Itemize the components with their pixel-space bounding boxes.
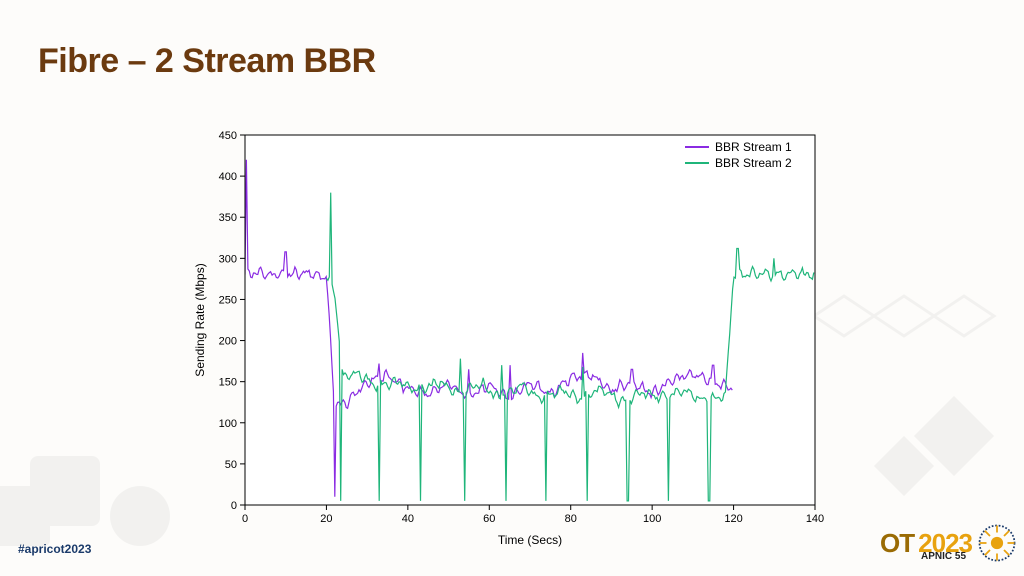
svg-text:350: 350 bbox=[219, 212, 237, 224]
chart: 0 20 40 60 80 100 120 140 0 50 100 150 200 250 300 350 4… bbox=[190, 120, 830, 550]
sun-badge-icon bbox=[976, 522, 1018, 564]
svg-text:300: 300 bbox=[219, 253, 237, 265]
hashtag: #apricot2023 bbox=[18, 542, 91, 556]
svg-text:50: 50 bbox=[225, 459, 237, 471]
svg-text:0: 0 bbox=[231, 500, 237, 512]
svg-text:120: 120 bbox=[724, 513, 742, 525]
svg-text:150: 150 bbox=[219, 377, 237, 389]
svg-text:400: 400 bbox=[219, 171, 237, 183]
svg-text:250: 250 bbox=[219, 294, 237, 306]
svg-text:BBR Stream 2: BBR Stream 2 bbox=[715, 156, 792, 170]
svg-text:450: 450 bbox=[219, 130, 237, 142]
svg-text:Sending Rate (Mbps): Sending Rate (Mbps) bbox=[193, 263, 207, 376]
svg-text:20: 20 bbox=[320, 513, 332, 525]
svg-text:100: 100 bbox=[219, 418, 237, 430]
svg-text:60: 60 bbox=[483, 513, 495, 525]
svg-text:80: 80 bbox=[565, 513, 577, 525]
svg-text:BBR Stream 1: BBR Stream 1 bbox=[715, 140, 792, 154]
logo-apnic-text: APNIC 55 bbox=[921, 551, 966, 562]
svg-text:40: 40 bbox=[402, 513, 414, 525]
svg-text:0: 0 bbox=[242, 513, 248, 525]
logo-text-cot: OT bbox=[880, 528, 914, 559]
svg-text:Time (Secs): Time (Secs) bbox=[498, 533, 562, 547]
slide-title: Fibre – 2 Stream BBR bbox=[38, 42, 376, 81]
svg-text:100: 100 bbox=[643, 513, 661, 525]
svg-text:200: 200 bbox=[219, 336, 237, 348]
svg-text:140: 140 bbox=[806, 513, 824, 525]
chart-svg: 0 20 40 60 80 100 120 140 0 50 100 150 200 250 300 350 4… bbox=[190, 120, 830, 550]
slide: Fibre – 2 Stream BBR 0204060801001201400… bbox=[0, 0, 1024, 576]
